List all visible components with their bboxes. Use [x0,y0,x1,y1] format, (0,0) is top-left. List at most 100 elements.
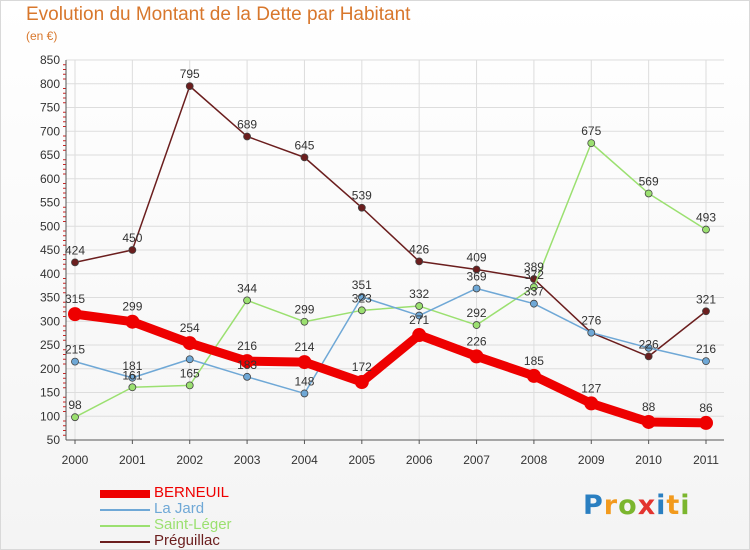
y-tick-label: 400 [40,267,60,281]
series-line-berneuil [70,309,711,428]
data-point [412,328,427,343]
legend-label: Saint-Léger [154,516,232,533]
data-label: 645 [294,138,314,152]
data-label: 389 [524,260,544,274]
data-point [243,132,251,141]
x-tick-label: 2005 [348,453,375,467]
data-label: 215 [65,343,85,357]
legend-swatch [100,525,150,527]
unit-label: (en €) [26,29,58,43]
data-point [587,328,596,337]
data-point [526,368,541,383]
data-point [300,389,309,398]
y-tick-label: 450 [40,243,60,257]
data-point [71,258,79,267]
data-label: 148 [294,374,314,388]
data-label: 98 [68,398,82,412]
data-point [415,257,424,266]
logo-letter: t [666,490,681,521]
data-label: 332 [409,287,429,301]
data-point [185,82,194,91]
data-point [357,293,366,301]
data-point [644,189,653,198]
logo-letter: x [637,490,657,521]
data-point [472,265,481,274]
logo-letter: i [680,490,691,521]
legend-item: Préguillac [100,532,320,550]
data-point [644,352,653,361]
data-label: 271 [409,313,429,327]
data-point [415,302,424,310]
data-label: 161 [122,368,142,382]
data-label: 315 [65,292,85,306]
data-label: 181 [122,359,142,373]
y-tick-label: 500 [40,219,60,233]
data-label: 493 [696,211,716,225]
data-point [71,357,79,366]
data-point [699,415,713,430]
legend-label: Préguillac [154,532,220,549]
data-label: 675 [581,124,601,138]
data-label: 183 [237,358,257,372]
data-point [641,414,656,429]
data-point [185,355,194,364]
data-label: 172 [352,360,372,374]
data-labels: 315 299 254 216 214 172 271 226 185 127 88 86 215 181… [65,67,716,415]
x-tick-label: 2010 [635,453,662,467]
y-tick-label: 350 [40,291,60,305]
data-label: 185 [524,354,544,368]
data-label: 369 [467,269,487,283]
data-label: 214 [294,340,314,354]
data-label: 424 [65,243,85,257]
x-tick-label: 2002 [176,453,203,467]
data-point [584,396,599,411]
data-point [185,381,194,390]
x-tick-label: 2009 [578,453,605,467]
data-point [128,373,137,382]
data-point [71,413,79,422]
data-label: 409 [467,250,487,264]
series-line-saint-léger [74,142,707,418]
data-point [68,307,82,322]
x-tick-label: 2007 [463,453,490,467]
x-tick-label: 2008 [521,453,548,467]
y-tick-label: 50 [47,433,61,447]
data-point [530,283,538,291]
y-tick-label: 650 [40,148,60,162]
x-tick-label: 2006 [406,453,433,467]
data-label: 299 [122,300,142,314]
data-label: 426 [409,242,429,256]
y-tick-label: 850 [40,53,60,67]
series-line-préguillac [74,85,707,358]
data-point [128,246,137,254]
data-label: 226 [639,337,659,351]
legend-label: La Jard [154,500,205,517]
data-label: 321 [696,292,716,306]
data-point [125,314,140,329]
data-point [357,306,366,315]
data-point [530,299,538,308]
data-label: 216 [237,339,257,353]
data-label: 127 [581,381,601,395]
data-point [472,284,481,293]
data-label: 337 [524,285,544,299]
data-point [644,343,653,352]
data-label: 351 [352,278,372,292]
data-point [297,355,312,370]
legend-label: BERNEUIL [154,484,230,501]
legend-swatch [100,509,150,511]
data-point [702,357,710,366]
data-label: 689 [237,117,257,131]
logo-letter: i [656,490,667,521]
x-tick-label: 2011 [693,453,719,467]
y-tick-label: 800 [40,77,60,91]
data-label: 86 [699,401,713,415]
data-label: 254 [180,321,200,335]
y-tick-label: 200 [40,362,60,376]
data-point [128,383,137,392]
logo-letter: o [618,490,638,521]
data-label: 88 [642,400,656,414]
x-tick-label: 2004 [291,453,318,467]
